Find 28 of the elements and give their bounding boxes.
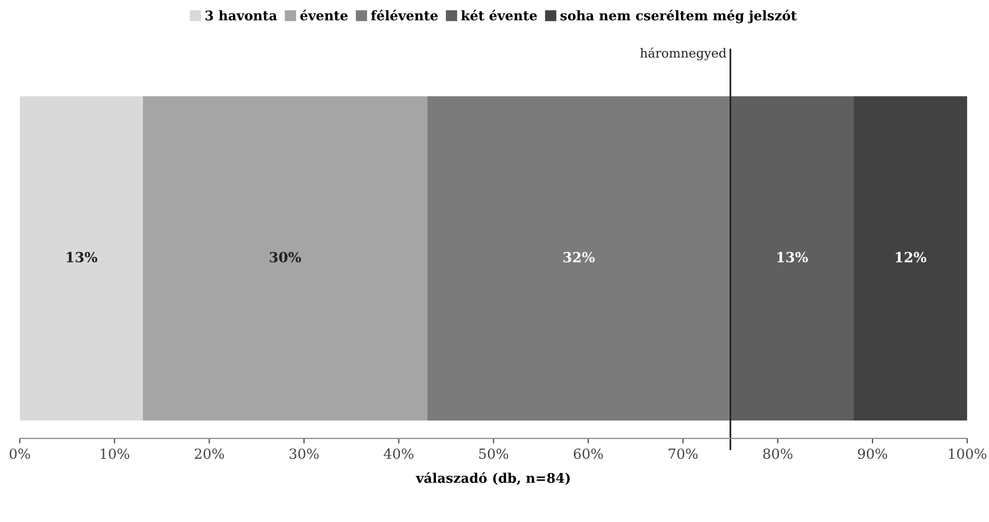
x-tick-label: 80% <box>763 448 792 459</box>
legend-label: évente <box>300 10 348 20</box>
x-tick-label: 40% <box>384 448 414 459</box>
x-tick-label: 0% <box>10 448 30 459</box>
bar <box>20 96 143 420</box>
x-tick-label: 100% <box>949 448 986 459</box>
data-label: 13% <box>66 252 98 262</box>
x-tick-label: 50% <box>479 448 508 459</box>
bar <box>730 96 854 420</box>
x-axis-title: válaszadó (db, n=84) <box>416 472 570 485</box>
bar <box>142 96 428 420</box>
x-tick-label: 20% <box>194 448 224 459</box>
data-label: 12% <box>896 252 926 262</box>
bar <box>854 96 968 420</box>
legend-label: soha nem cseréltem még jelszót <box>560 10 797 24</box>
data-label: 30% <box>270 252 301 262</box>
x-tick-label: 70% <box>668 448 698 459</box>
legend-label: két évente <box>461 10 537 20</box>
data-label: 32% <box>563 252 595 262</box>
x-tick-label: 10% <box>100 448 130 459</box>
x-tick-label: 60% <box>574 448 603 459</box>
data-label: 13% <box>777 252 808 262</box>
legend-label: 3 havonta <box>206 10 277 20</box>
bar <box>427 96 730 420</box>
x-tick-label: 90% <box>858 448 888 459</box>
x-tick-label: 30% <box>290 448 319 459</box>
legend-label: félévente <box>371 10 438 20</box>
ref-line-label: háromnegyed <box>640 48 726 60</box>
